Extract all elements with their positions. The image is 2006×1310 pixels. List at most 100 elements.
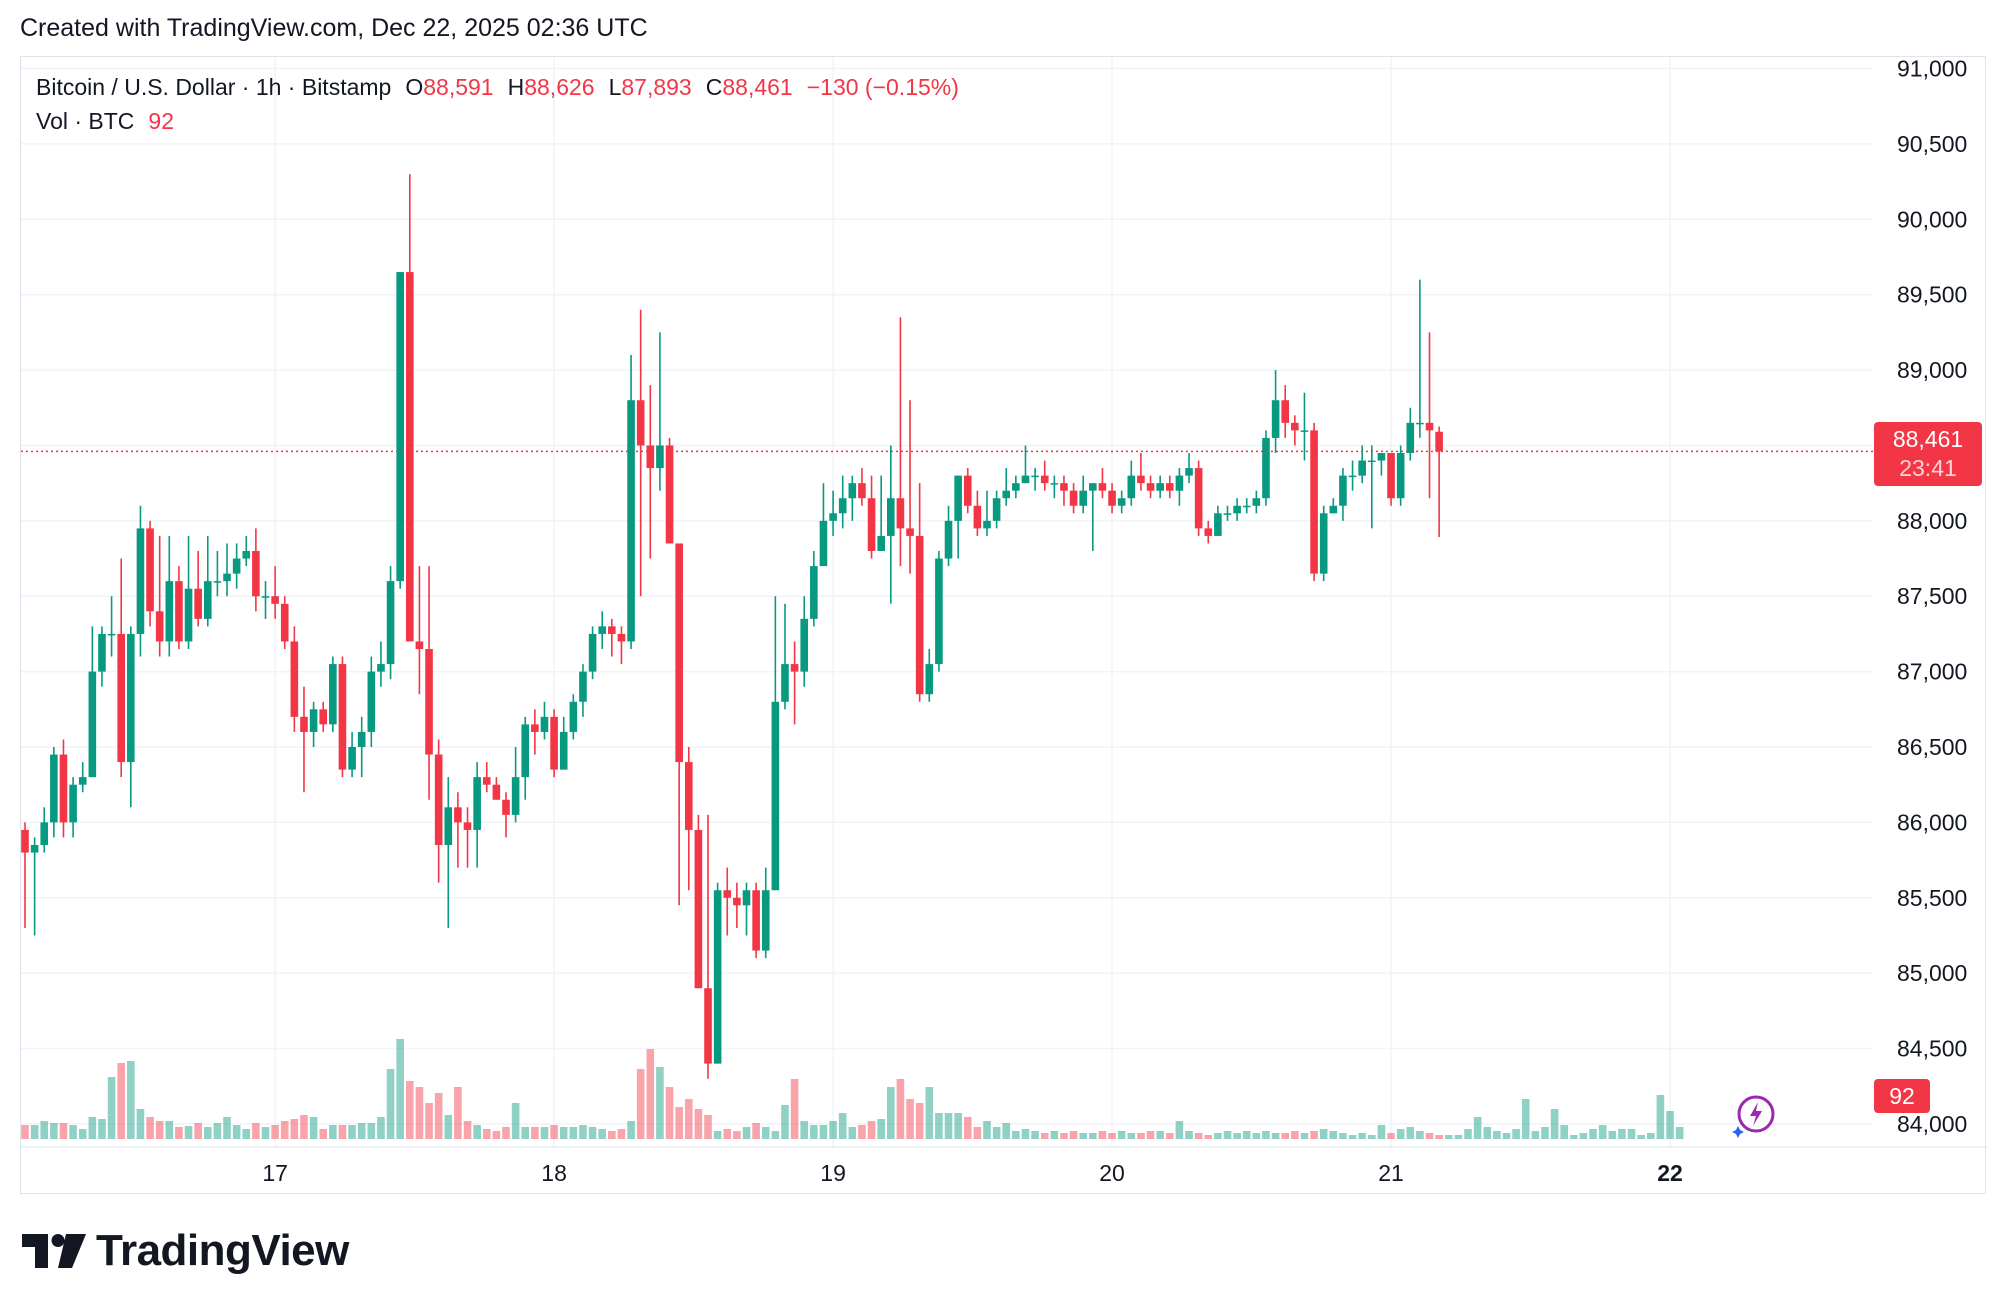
volume-bar <box>1368 1135 1376 1139</box>
volume-bar <box>1281 1133 1290 1139</box>
candle-body <box>261 596 270 598</box>
candle-body <box>463 822 472 830</box>
candle-body <box>617 633 626 642</box>
candle-body <box>1310 430 1318 574</box>
volume-bar <box>540 1127 549 1139</box>
candle-body <box>646 445 655 469</box>
candle-body <box>203 581 212 619</box>
candle-body <box>1233 505 1241 514</box>
candle-body <box>1281 400 1290 423</box>
volume-bar <box>203 1127 212 1139</box>
legend-ohlc-row: Bitcoin / U.S. Dollar · 1h · Bitstamp O88… <box>36 70 959 104</box>
volume-bar <box>858 1125 866 1139</box>
volume-bar <box>1012 1131 1020 1139</box>
candle-body <box>1368 460 1376 463</box>
volume-bar <box>1310 1131 1318 1139</box>
candle-body <box>579 671 587 702</box>
volume-bar <box>88 1117 97 1139</box>
volume-bar <box>338 1125 347 1139</box>
chart-legend: Bitcoin / U.S. Dollar · 1h · Bitstamp O88… <box>36 70 959 138</box>
volume-bar <box>935 1113 943 1139</box>
candle-body <box>377 664 385 672</box>
volume-bar <box>887 1087 895 1139</box>
candle-body <box>752 890 760 951</box>
candle-body <box>713 890 722 1064</box>
candle-body <box>396 272 404 582</box>
candle-body <box>117 633 125 763</box>
volume-bar <box>848 1127 857 1139</box>
candle-body <box>319 709 328 725</box>
candle-body <box>925 664 934 695</box>
volume-bar <box>78 1129 87 1139</box>
volume-bar <box>59 1123 68 1139</box>
volume-bar <box>415 1087 424 1139</box>
volume-bar <box>646 1049 655 1139</box>
candle-body <box>675 543 683 763</box>
candle-body <box>800 618 809 672</box>
candle-body <box>357 731 366 747</box>
y-tick-label: 86,000 <box>1897 809 1967 835</box>
candle-body <box>771 701 780 891</box>
volume-bar <box>1646 1133 1655 1139</box>
volume-bar <box>1541 1127 1549 1139</box>
volume-bar <box>588 1127 597 1139</box>
volume-bar <box>819 1125 828 1139</box>
candle-body <box>107 633 116 636</box>
volume-bar <box>511 1103 520 1139</box>
volume-bar <box>521 1127 530 1139</box>
candle-body <box>454 807 462 823</box>
candle-body <box>1242 505 1251 508</box>
volume-bar <box>1570 1135 1578 1139</box>
candle-body <box>1377 453 1386 461</box>
volume-bar <box>694 1109 703 1139</box>
volume-bar <box>1079 1133 1087 1139</box>
volume-bar <box>550 1125 558 1139</box>
volume-bar <box>1339 1133 1347 1139</box>
candle-body <box>1194 468 1203 529</box>
volume-bar <box>377 1117 385 1139</box>
volume-bar <box>261 1127 270 1139</box>
volume-bar <box>1252 1133 1261 1139</box>
candle-body <box>175 581 183 642</box>
x-tick-label: 19 <box>820 1160 846 1186</box>
candle-body <box>1204 528 1213 536</box>
volume-bar <box>1117 1131 1126 1139</box>
chart-frame[interactable]: 84,000 84,500 85,000 85,500 86,000 86,500 87,0… <box>20 56 1987 1195</box>
candle-body <box>1137 475 1145 484</box>
lightning-icon[interactable] <box>1730 1092 1776 1138</box>
volume-bar <box>579 1125 587 1139</box>
volume-bar <box>675 1107 683 1139</box>
candle-body <box>1040 475 1049 484</box>
tradingview-brand[interactable]: TradingView <box>22 1226 349 1276</box>
candle-body <box>569 701 578 732</box>
volume-bar <box>1579 1133 1588 1139</box>
volume-bar <box>348 1125 356 1139</box>
volume-bar <box>1300 1133 1309 1139</box>
volume-bar <box>223 1117 231 1139</box>
volume-bar <box>290 1119 299 1139</box>
volume-bar <box>1637 1135 1645 1139</box>
candle-body <box>877 535 885 551</box>
candle-body <box>473 777 481 830</box>
candle-body <box>155 611 164 642</box>
candlestick-chart[interactable]: 84,000 84,500 85,000 85,500 86,000 86,500 87,0… <box>21 57 1987 1195</box>
candle-body <box>1108 490 1116 506</box>
volume-bar <box>175 1127 183 1139</box>
candle-body <box>1271 400 1280 438</box>
candle-body <box>1319 513 1328 574</box>
candle-body <box>1387 453 1395 499</box>
candle-body <box>1117 498 1126 506</box>
candle-body <box>406 272 414 642</box>
legend-symbol[interactable]: Bitcoin / U.S. Dollar · 1h · Bitstamp <box>36 74 392 100</box>
y-tick-label: 89,500 <box>1897 282 1967 308</box>
volume-bar <box>396 1039 404 1139</box>
candle-body <box>810 566 818 619</box>
candle-body <box>1291 422 1299 431</box>
legend-volume-label[interactable]: Vol · BTC <box>36 108 135 134</box>
candle-body <box>1127 475 1136 499</box>
volume-bar <box>896 1079 905 1139</box>
legend-high-label: H <box>507 74 525 100</box>
y-tick-label: 86,500 <box>1897 734 1967 760</box>
volume-bar <box>1444 1135 1453 1139</box>
x-tick-label: 17 <box>262 1160 288 1186</box>
